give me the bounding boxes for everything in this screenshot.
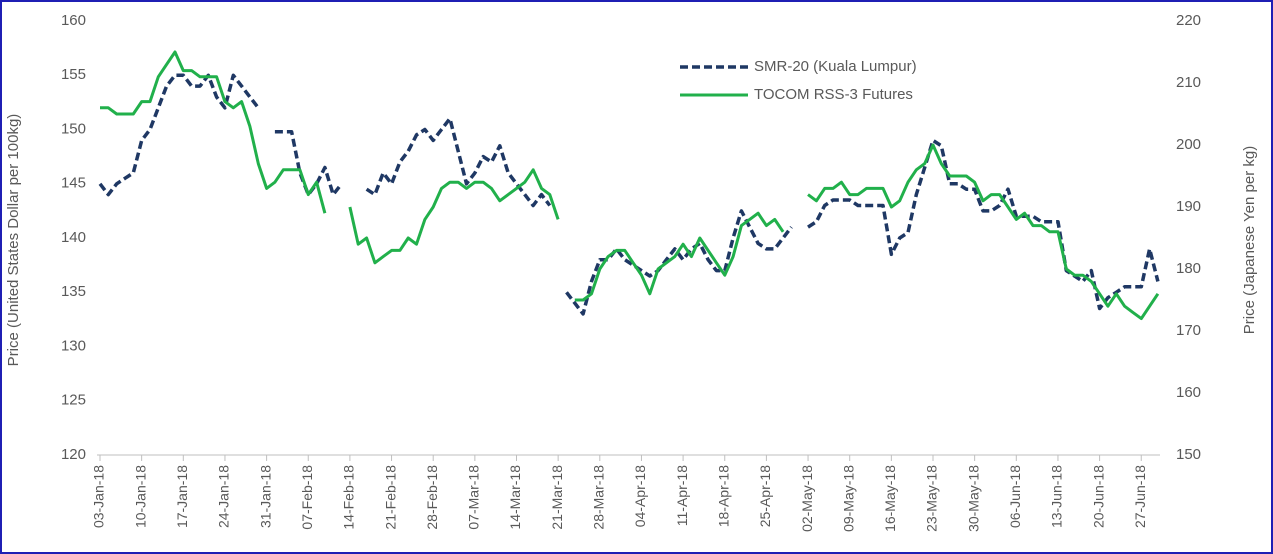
y-tick-label: 120 (61, 446, 86, 463)
y2-tick-label: 150 (1176, 446, 1201, 463)
x-tick-label: 23-May-18 (924, 465, 940, 532)
x-tick-label: 07-Mar-18 (466, 465, 482, 530)
x-tick-label: 21-Mar-18 (549, 465, 565, 530)
x-tick-label: 14-Mar-18 (507, 465, 523, 530)
x-tick-label: 28-Mar-18 (591, 465, 607, 530)
y2-tick-label: 170 (1176, 322, 1201, 339)
x-tick-label: 24-Jan-18 (216, 465, 232, 528)
y-axis-title: Price (United States Dollar per 100kg) (5, 114, 22, 367)
x-tick-label: 25-Apr-18 (757, 465, 773, 527)
y-tick-label: 150 (61, 120, 86, 137)
y-tick-label: 160 (61, 12, 86, 29)
x-tick-label: 09-May-18 (840, 465, 856, 532)
x-tick-label: 04-Apr-18 (632, 465, 648, 527)
x-tick-label: 06-Jun-18 (1007, 465, 1023, 528)
x-tick-label: 03-Jan-18 (91, 465, 107, 528)
y-tick-label: 130 (61, 337, 86, 354)
x-tick-label: 10-Jan-18 (132, 465, 148, 528)
y-tick-label: 125 (61, 392, 86, 409)
y2-tick-label: 200 (1176, 136, 1201, 153)
x-tick-label: 21-Feb-18 (382, 465, 398, 530)
x-tick-label: 18-Apr-18 (715, 465, 731, 527)
x-tick-label: 16-May-18 (882, 465, 898, 532)
series-line (100, 50, 1160, 321)
y2-axis-title: Price (Japanese Yen per kg) (1241, 146, 1258, 334)
x-tick-label: 30-May-18 (965, 465, 981, 532)
x-tick-label: 28-Feb-18 (424, 465, 440, 530)
x-tick-label: 14-Feb-18 (341, 465, 357, 530)
y2-tick-label: 180 (1176, 260, 1201, 277)
x-tick-label: 11-Apr-18 (674, 465, 690, 526)
x-tick-label: 02-May-18 (799, 465, 815, 532)
series-line (98, 73, 1160, 316)
y2-tick-label: 220 (1176, 12, 1201, 29)
y-tick-label: 135 (61, 283, 86, 300)
y2-tick-label: 190 (1176, 198, 1201, 215)
x-tick-label: 17-Jan-18 (174, 465, 190, 528)
y-tick-label: 155 (61, 66, 86, 83)
y2-tick-label: 160 (1176, 384, 1201, 401)
x-tick-label: 27-Jun-18 (1132, 465, 1148, 528)
x-tick-label: 13-Jun-18 (1049, 465, 1065, 528)
y-tick-label: 145 (61, 175, 86, 192)
x-tick-label: 31-Jan-18 (257, 465, 273, 528)
y-tick-label: 140 (61, 229, 86, 246)
legend-label: SMR-20 (Kuala Lumpur) (754, 58, 917, 75)
x-tick-label: 20-Jun-18 (1090, 465, 1106, 528)
legend-label: TOCOM RSS-3 Futures (754, 86, 913, 103)
x-tick-label: 07-Feb-18 (299, 465, 315, 530)
y2-tick-label: 210 (1176, 74, 1201, 91)
